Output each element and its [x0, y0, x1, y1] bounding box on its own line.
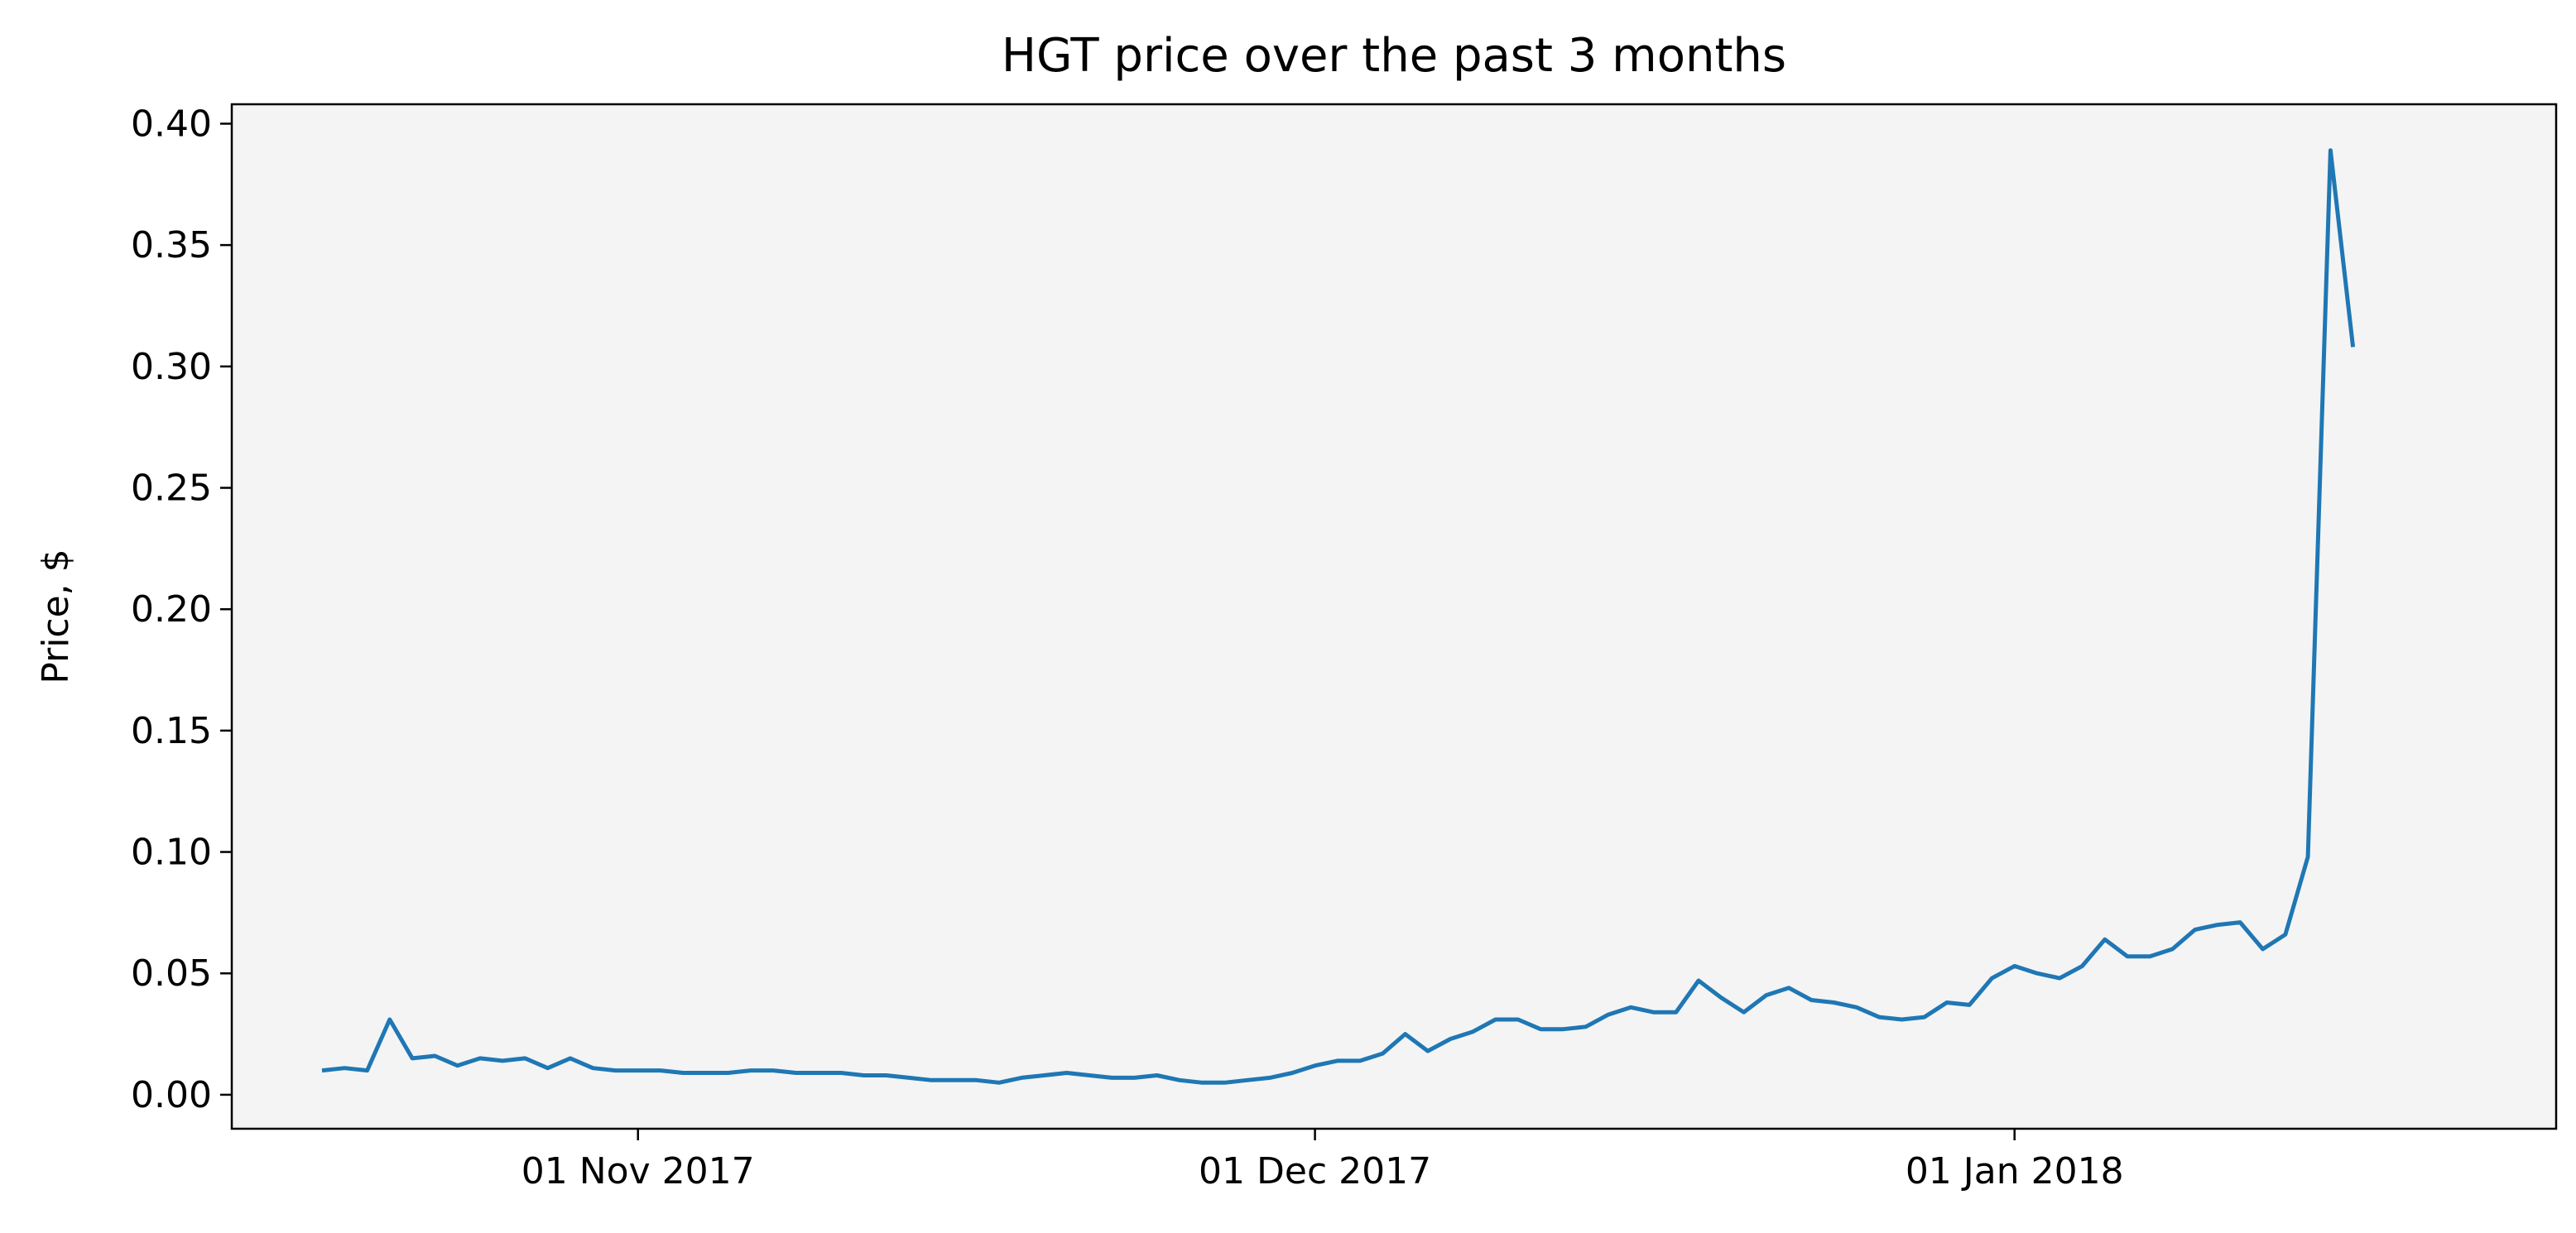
y-tick-label: 0.00	[131, 1074, 212, 1116]
y-tick-label: 0.30	[131, 346, 212, 388]
y-tick-label: 0.05	[131, 952, 212, 995]
plot-frame	[230, 103, 2558, 1130]
y-axis: 0.00 0.05 0.10 0.15 0.20 0.25 0.30 0.35 0.40	[131, 103, 232, 1116]
x-tick-label: 01 Nov 2017	[521, 1150, 755, 1192]
chart-title: HGT price over the past 3 months	[1002, 29, 1786, 83]
x-tick-label: 01 Jan 2018	[1906, 1150, 2124, 1192]
y-tick-label: 0.10	[131, 832, 212, 874]
y-tick-label: 0.20	[131, 588, 212, 631]
y-tick-label: 0.40	[131, 103, 212, 145]
y-tick-label: 0.25	[131, 468, 212, 510]
y-tick-label: 0.15	[131, 710, 212, 752]
x-axis: 01 Nov 2017 01 Dec 2017 01 Jan 2018	[521, 1129, 2124, 1192]
y-tick-label: 0.35	[131, 224, 212, 266]
price-line	[321, 148, 2356, 1085]
plot-area	[232, 104, 2556, 1129]
x-tick-label: 01 Dec 2017	[1199, 1150, 1431, 1192]
y-axis-label: Price, $	[35, 549, 77, 684]
